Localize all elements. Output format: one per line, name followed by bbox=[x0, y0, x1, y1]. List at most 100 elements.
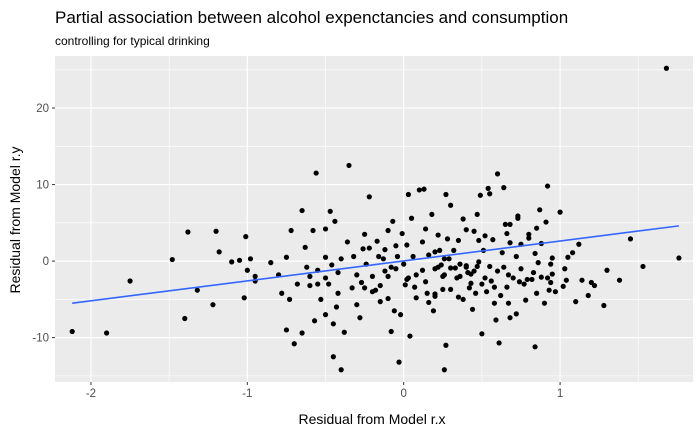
data-point bbox=[366, 245, 372, 251]
data-point bbox=[416, 187, 422, 193]
x-tick-label: 1 bbox=[557, 388, 563, 400]
data-point bbox=[322, 254, 329, 260]
minor-gridlines bbox=[55, 56, 693, 382]
data-point bbox=[557, 209, 563, 215]
data-point bbox=[448, 202, 454, 208]
data-point bbox=[468, 271, 474, 277]
data-point bbox=[544, 275, 551, 281]
y-tick-label: 10 bbox=[36, 180, 49, 192]
x-axis-ticks: -2 -1 0 1 bbox=[86, 382, 563, 400]
data-point bbox=[538, 274, 544, 280]
data-point bbox=[419, 267, 426, 273]
data-point bbox=[302, 244, 308, 250]
data-point bbox=[455, 237, 462, 244]
data-point bbox=[333, 304, 340, 310]
data-point bbox=[327, 208, 333, 214]
data-point bbox=[382, 247, 388, 253]
data-point bbox=[502, 221, 508, 227]
data-point bbox=[335, 269, 341, 276]
data-point bbox=[516, 279, 523, 285]
data-point bbox=[579, 277, 585, 283]
data-point bbox=[505, 300, 512, 306]
data-point bbox=[410, 253, 416, 260]
data-point bbox=[491, 284, 498, 290]
data-point bbox=[244, 267, 250, 273]
data-point bbox=[510, 275, 516, 281]
data-point bbox=[315, 281, 321, 287]
data-point bbox=[463, 264, 469, 270]
data-point bbox=[362, 285, 368, 291]
x-tick-label: -1 bbox=[242, 388, 252, 400]
data-point bbox=[283, 254, 290, 260]
data-point bbox=[424, 290, 430, 296]
data-point bbox=[455, 294, 462, 300]
data-point bbox=[437, 247, 443, 253]
data-point bbox=[627, 236, 634, 242]
data-point bbox=[549, 255, 555, 261]
data-point bbox=[169, 256, 175, 263]
data-point bbox=[523, 297, 529, 303]
y-axis-ticks: -10 0 10 20 bbox=[32, 103, 55, 345]
data-point bbox=[501, 185, 507, 191]
data-point bbox=[405, 191, 412, 198]
data-point bbox=[338, 256, 344, 262]
data-point bbox=[537, 207, 543, 213]
data-point bbox=[432, 291, 438, 297]
data-point bbox=[507, 221, 513, 227]
data-point bbox=[479, 331, 485, 337]
data-point bbox=[526, 235, 532, 241]
data-point bbox=[376, 253, 382, 260]
data-point bbox=[382, 268, 388, 274]
data-point bbox=[548, 279, 554, 286]
data-point bbox=[385, 227, 391, 234]
data-point bbox=[505, 272, 512, 278]
data-point bbox=[326, 281, 332, 287]
data-point bbox=[438, 262, 444, 268]
data-point bbox=[283, 327, 290, 333]
data-point bbox=[330, 354, 336, 360]
data-point bbox=[286, 296, 293, 302]
data-point bbox=[468, 280, 474, 286]
data-point bbox=[377, 299, 383, 305]
data-point bbox=[338, 367, 344, 373]
data-point bbox=[521, 281, 527, 287]
data-point bbox=[407, 333, 413, 339]
data-point bbox=[307, 273, 313, 279]
data-point bbox=[393, 243, 399, 249]
data-point bbox=[241, 295, 247, 301]
data-point bbox=[357, 315, 363, 321]
data-point bbox=[294, 281, 300, 287]
data-point bbox=[544, 183, 551, 189]
data-points bbox=[69, 65, 682, 373]
data-point bbox=[358, 279, 365, 286]
data-point bbox=[104, 330, 110, 336]
data-point bbox=[252, 273, 258, 279]
data-point bbox=[487, 263, 493, 270]
plot-panel bbox=[55, 56, 693, 382]
data-point bbox=[346, 162, 352, 169]
data-point bbox=[562, 266, 568, 272]
y-tick-label: 0 bbox=[43, 256, 49, 268]
data-point bbox=[490, 237, 496, 243]
data-point bbox=[498, 292, 504, 299]
data-point bbox=[341, 329, 347, 335]
data-point bbox=[457, 273, 463, 279]
data-point bbox=[362, 231, 368, 237]
data-point bbox=[444, 236, 451, 242]
data-point bbox=[332, 218, 338, 224]
chart-title: Partial association between alcohol expe… bbox=[55, 8, 568, 27]
data-point bbox=[460, 216, 466, 222]
data-point bbox=[322, 275, 329, 281]
data-point bbox=[413, 272, 419, 278]
data-point bbox=[448, 286, 454, 293]
data-point bbox=[534, 290, 540, 296]
data-point bbox=[349, 285, 355, 291]
data-point bbox=[482, 275, 488, 281]
data-point bbox=[524, 276, 530, 283]
data-point bbox=[441, 272, 447, 278]
data-point bbox=[548, 261, 554, 267]
data-point bbox=[448, 265, 454, 271]
data-point bbox=[493, 317, 499, 323]
data-point bbox=[460, 296, 466, 302]
major-gridlines bbox=[55, 56, 693, 382]
